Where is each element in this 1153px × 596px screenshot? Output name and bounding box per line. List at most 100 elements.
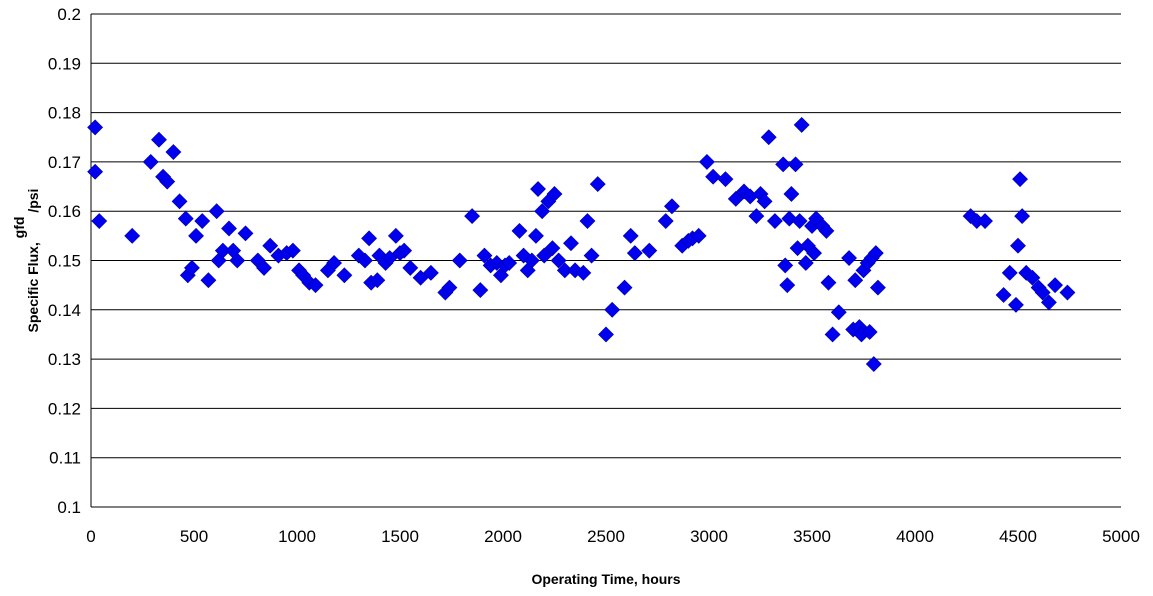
data-point xyxy=(579,213,596,229)
data-point xyxy=(544,240,561,257)
data-point xyxy=(663,198,680,215)
data-point xyxy=(501,255,518,271)
data-point xyxy=(641,242,658,259)
data-point xyxy=(830,304,847,321)
data-point xyxy=(402,259,419,276)
data-point xyxy=(995,287,1012,303)
y-axis-title-unit: gfd xyxy=(11,217,27,239)
data-point xyxy=(200,272,217,289)
data-point xyxy=(797,255,814,271)
data-point xyxy=(1001,264,1018,281)
data-point xyxy=(142,153,159,170)
data-point xyxy=(523,252,540,269)
data-point xyxy=(284,242,301,259)
data-point xyxy=(748,208,765,225)
data-point xyxy=(775,156,792,173)
y-axis-title-unit-suffix: /psi xyxy=(25,189,41,213)
y-tick-label: 0.16 xyxy=(48,202,81,221)
data-point xyxy=(705,168,722,185)
y-tick-labels: 0.2 0.19 0.18 0.17 0.16 0.15 0.14 0.13 0.12 0.11 0… xyxy=(48,5,81,517)
data-point xyxy=(869,279,886,296)
data-point xyxy=(91,213,108,229)
data-point xyxy=(357,252,373,269)
data-point xyxy=(1047,277,1064,294)
data-point xyxy=(472,282,489,299)
x-tick-label: 4500 xyxy=(999,527,1037,546)
data-point xyxy=(1024,269,1041,286)
data-point xyxy=(575,264,592,281)
data-point xyxy=(546,186,563,202)
data-point xyxy=(756,193,773,210)
y-tick-label: 0.11 xyxy=(49,449,81,468)
data-point xyxy=(589,176,606,193)
data-point xyxy=(626,245,643,262)
data-point xyxy=(690,227,707,244)
data-point xyxy=(847,272,864,289)
y-axis-title-part: Specific Flux, xyxy=(25,242,41,332)
data-point xyxy=(422,264,439,281)
data-point xyxy=(1010,237,1026,254)
data-point xyxy=(256,259,272,276)
data-point xyxy=(441,279,458,296)
y-tick-label: 0.15 xyxy=(48,252,81,271)
data-point xyxy=(124,227,141,244)
data-point xyxy=(87,163,104,180)
y-tick-label: 0.18 xyxy=(48,104,81,123)
x-tick-label: 3500 xyxy=(793,527,831,546)
data-point xyxy=(1008,296,1024,313)
y-tick-label: 0.1 xyxy=(57,498,81,517)
data-point xyxy=(1040,294,1057,311)
data-point xyxy=(717,171,734,188)
data-point xyxy=(336,267,353,284)
data-point xyxy=(777,257,794,274)
data-point xyxy=(820,274,837,291)
x-tick-label: 2500 xyxy=(587,527,625,546)
data-point xyxy=(779,277,796,294)
data-point xyxy=(171,193,188,210)
data-point xyxy=(616,279,633,296)
data-point xyxy=(528,227,544,244)
data-point xyxy=(824,326,841,343)
y-tick-label: 0.14 xyxy=(48,301,81,320)
data-point xyxy=(530,181,546,197)
data-point xyxy=(841,250,858,266)
data-points xyxy=(87,117,1076,372)
data-point xyxy=(1034,284,1051,301)
data-point xyxy=(818,222,835,239)
data-point xyxy=(229,252,246,269)
x-tick-label: 4000 xyxy=(896,527,934,546)
data-point xyxy=(806,245,822,262)
data-point xyxy=(865,356,882,372)
data-point xyxy=(766,213,783,229)
data-point xyxy=(1012,171,1028,188)
data-point xyxy=(604,301,621,318)
data-point xyxy=(787,156,804,173)
data-point xyxy=(791,213,808,229)
x-tick-label: 500 xyxy=(180,527,208,546)
data-point xyxy=(369,272,386,289)
data-point xyxy=(151,131,167,148)
data-point xyxy=(451,252,468,269)
data-point xyxy=(536,247,553,264)
x-tick-label: 1500 xyxy=(381,527,419,546)
x-tick-label: 0 xyxy=(86,527,95,546)
data-point xyxy=(396,242,413,259)
x-tick-labels: 0 500 1000 1500 2000 2500 3000 3500 4000 4500 5000 xyxy=(86,527,1140,546)
data-point xyxy=(861,324,878,340)
y-tick-label: 0.17 xyxy=(48,153,81,172)
data-point xyxy=(326,255,343,271)
data-point xyxy=(622,227,639,244)
data-point xyxy=(760,129,777,146)
data-point xyxy=(1014,208,1031,225)
data-point xyxy=(511,222,528,239)
data-point xyxy=(657,213,674,229)
data-point xyxy=(464,208,481,225)
data-point xyxy=(699,153,715,170)
data-point xyxy=(793,117,810,133)
data-point xyxy=(387,227,404,244)
data-point xyxy=(977,213,993,229)
data-point xyxy=(867,245,884,262)
data-point xyxy=(583,247,600,264)
data-point xyxy=(727,190,744,207)
y-tick-label: 0.12 xyxy=(48,399,81,418)
